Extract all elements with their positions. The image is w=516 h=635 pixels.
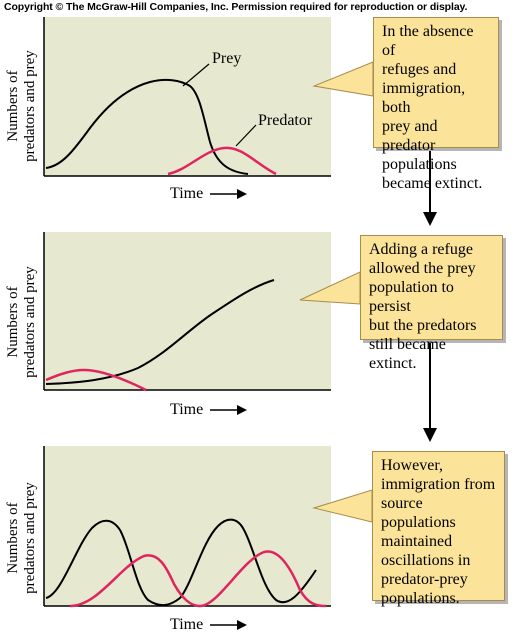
- panel-3-ylabel-line2: predators and prey: [22, 482, 38, 594]
- panel-1-predator-pointer: [235, 124, 257, 147]
- callout-2-line: but the predators: [369, 317, 477, 334]
- panel-1-prey-label: Prey: [212, 50, 241, 67]
- callout-3-line: However,: [381, 457, 443, 474]
- callout-3: However, immigration from source populat…: [372, 451, 505, 607]
- callout-2-line: Adding a refuge: [369, 241, 473, 258]
- callout-3-line: oscillations in: [381, 552, 471, 569]
- flow-arrow-2-head: [423, 428, 437, 442]
- panel-2-prey-curve: [45, 279, 275, 385]
- callout-2-line: allowed the prey: [369, 260, 476, 277]
- callout-1-line: populations: [382, 156, 457, 173]
- callout-1-line: prey and predator: [382, 118, 438, 154]
- copyright-notice: Copyright © The McGraw-Hill Companies, I…: [4, 1, 468, 13]
- panel-1-predator-curve: [167, 146, 277, 176]
- callout-3-line: source populations: [381, 495, 456, 531]
- panel-1-ylabel-line1: Numbers of: [5, 70, 21, 141]
- panel-2-plot-area: [44, 232, 331, 390]
- callout-2-line: population to persist: [369, 279, 454, 315]
- callout-2-line: still became extinct.: [369, 336, 446, 372]
- panel-1-plot-area: [44, 17, 331, 176]
- panel-1-xlabel: Time: [170, 185, 203, 202]
- panel-3-predator-curve: [69, 550, 327, 608]
- panel-2-ylabel-line1: Numbers of: [5, 286, 21, 357]
- flow-arrow-1-head: [423, 212, 437, 226]
- panel-2-predator-curve: [45, 368, 147, 392]
- callout-3-line: populations.: [381, 590, 460, 607]
- panel-1-prey-pointer: [182, 63, 210, 87]
- panel-3-xlabel: Time: [170, 616, 203, 633]
- callout-1-line: became extinct.: [382, 175, 483, 192]
- panel-3-prey-curve: [45, 518, 317, 606]
- callout-3-line: predator-prey: [381, 571, 468, 588]
- callout-3-line: immigration from: [381, 476, 496, 493]
- panel-2-xlabel: Time: [170, 401, 203, 418]
- callout-1: In the absence of refuges and immigratio…: [373, 17, 499, 192]
- callout-1-line: In the absence of: [382, 23, 474, 59]
- callout-1-line: immigration, both: [382, 80, 466, 116]
- panel-1-predator-label: Predator: [258, 112, 313, 129]
- panel-3-ylabel-line1: Numbers of: [5, 502, 21, 573]
- callout-2: Adding a refuge allowed the prey populat…: [360, 235, 503, 372]
- panel-3-plot-area: [44, 446, 331, 606]
- callout-1-line: refuges and: [382, 61, 457, 78]
- panel-1-ylabel-line2: predators and prey: [22, 50, 38, 162]
- panel-2-ylabel-line2: predators and prey: [22, 266, 38, 378]
- callout-3-line: maintained: [381, 533, 453, 550]
- panel-1-prey-curve: [45, 78, 249, 175]
